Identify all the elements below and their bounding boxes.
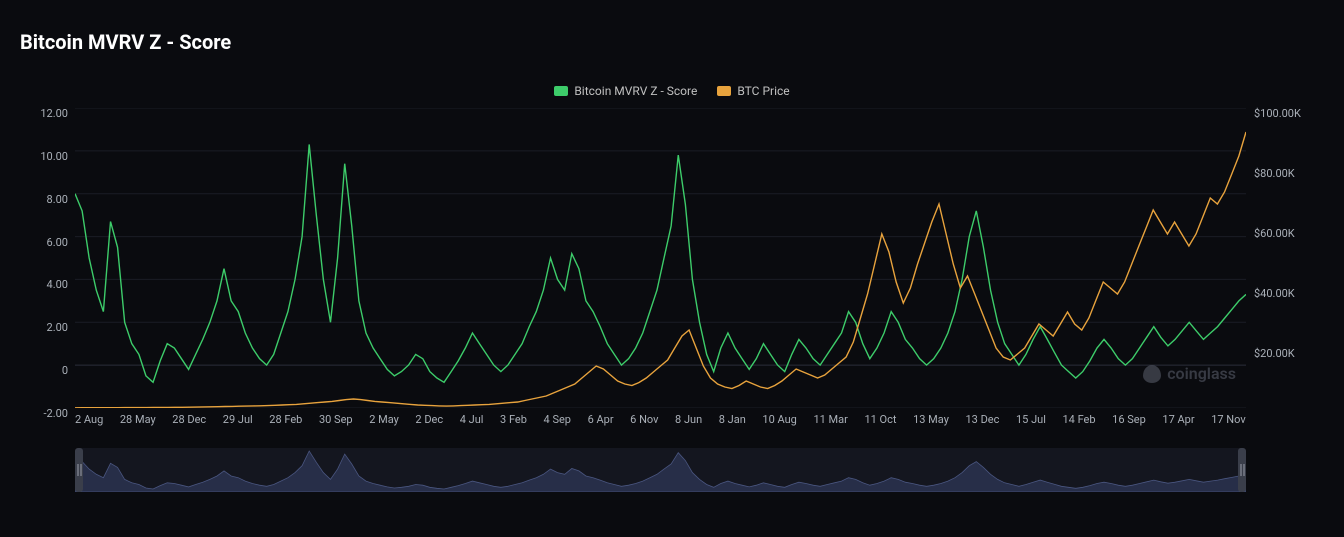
y-axis-right: $100.00K$80.00K$60.00K$40.00K$20.00K (1254, 108, 1324, 408)
legend-item-price[interactable]: BTC Price (717, 84, 789, 98)
chart-title: Bitcoin MVRV Z - Score (20, 30, 1324, 54)
chart-legend: Bitcoin MVRV Z - Score BTC Price (20, 84, 1324, 98)
watermark-icon (1143, 365, 1161, 383)
legend-item-mvrv[interactable]: Bitcoin MVRV Z - Score (554, 84, 697, 98)
legend-label-mvrv: Bitcoin MVRV Z - Score (574, 84, 697, 98)
x-axis: 2 Aug28 May28 Dec29 Jul28 Feb30 Sep2 May… (75, 413, 1246, 426)
watermark: coinglass (1143, 364, 1236, 383)
legend-swatch-mvrv (554, 86, 568, 96)
y-axis-left: 12.0010.008.006.004.002.000-2.00 (20, 108, 68, 408)
watermark-text: coinglass (1167, 364, 1236, 383)
chart-area[interactable]: 12.0010.008.006.004.002.000-2.00 $100.00… (20, 108, 1324, 438)
minimap-handle-right[interactable] (1238, 448, 1246, 492)
chart-plot[interactable] (75, 108, 1246, 408)
chart-container: Bitcoin MVRV Z - Score Bitcoin MVRV Z - … (0, 0, 1344, 537)
legend-label-price: BTC Price (737, 84, 789, 98)
minimap-handle-left[interactable] (75, 448, 83, 492)
minimap-svg (75, 448, 1246, 492)
minimap[interactable] (75, 448, 1246, 492)
legend-swatch-price (717, 86, 731, 96)
chart-svg (75, 108, 1246, 408)
